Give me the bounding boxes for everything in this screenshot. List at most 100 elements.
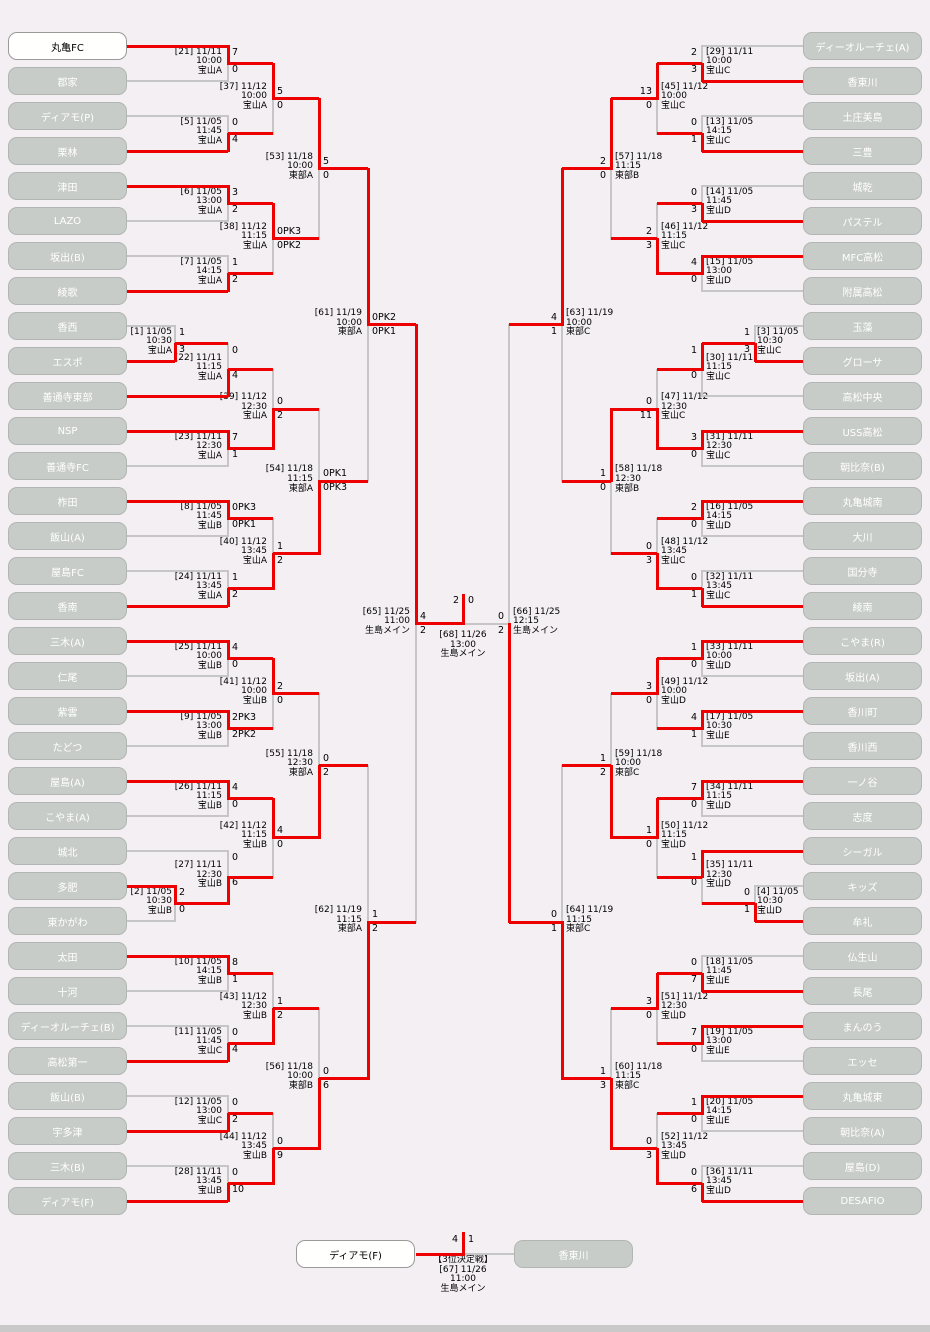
team-box: 多肥 <box>8 872 127 900</box>
bracket-line <box>461 594 465 625</box>
match-note-line: [56] 11/18 <box>265 1061 313 1072</box>
team-label: 城北 <box>57 847 78 859</box>
match-note: [17] 11/05 10:30 宝山E <box>706 712 801 742</box>
bracket-line <box>609 1077 613 1150</box>
match-note-line: 13:00 <box>706 1036 732 1047</box>
match-note: [55] 11/18 12:30 東部A <box>221 749 313 779</box>
match-note-line: 東部A <box>337 924 362 935</box>
bracket-line <box>226 587 230 607</box>
match-note-line: [61] 11/19 <box>314 307 362 318</box>
team-box: 飯山(A) <box>8 522 127 550</box>
match-note-line: [40] 11/12 <box>219 536 267 547</box>
match-note-line: [2] 11/05 <box>130 886 172 897</box>
bracket-line <box>701 517 703 537</box>
match-note: [59] 11/18 10:00 東部C <box>615 749 710 779</box>
score-bottom: 3 <box>645 554 652 566</box>
bracket-line <box>609 764 613 839</box>
match-note-line: 東部B <box>288 1080 313 1091</box>
bracket-line <box>226 1112 230 1132</box>
bracket-line <box>127 184 228 188</box>
score-top: 7 <box>690 782 697 793</box>
bracket-line <box>755 325 803 327</box>
match-note-line: 12:15 <box>513 616 539 627</box>
bracket-line <box>273 407 319 411</box>
score-top: 1 <box>645 824 652 836</box>
match-note-line: 13:00 <box>450 639 476 650</box>
match-note-line: 11:00 <box>450 1274 476 1285</box>
match-note-line: 東部B <box>615 483 640 494</box>
match-note-line: [48] 11/12 <box>661 536 709 547</box>
bracket-line <box>272 237 274 275</box>
match-note-line: 10:00 <box>196 651 222 662</box>
match-note-line: 宝山B <box>197 800 222 811</box>
match-note-line: 12:30 <box>661 1001 687 1012</box>
team-box: こやま(A) <box>8 802 127 830</box>
score-bottom: 4 <box>232 369 239 381</box>
bracket-line <box>228 1112 273 1115</box>
bracket-line <box>702 1060 803 1062</box>
score-bottom: 0 <box>690 798 697 810</box>
score-top: 0 <box>323 1065 330 1077</box>
match-note: [45] 11/12 10:00 宝山C <box>661 82 756 112</box>
bracket-line <box>273 552 319 555</box>
match-note-line: [60] 11/18 <box>615 1061 663 1072</box>
bracket-line <box>702 79 803 83</box>
score-top: 1 <box>277 540 284 552</box>
bracket-line <box>702 902 755 905</box>
match-note-line: 宝山B <box>147 905 172 916</box>
match-note-line: 10:00 <box>241 686 267 697</box>
team-label: 香東川 <box>558 1250 589 1262</box>
match-note-line: [58] 11/18 <box>615 464 663 475</box>
match-note-line: 10:00 <box>196 56 222 67</box>
bracket-line <box>657 727 702 730</box>
bracket-line <box>273 97 319 100</box>
team-box: USS高松 <box>803 417 922 445</box>
team-box: 丸亀城東 <box>803 1082 922 1110</box>
bracket-line <box>655 552 659 590</box>
score-top: 13 <box>639 85 652 97</box>
bracket-line <box>273 836 319 840</box>
match-note-line: [46] 11/12 <box>661 221 709 232</box>
bracket-line <box>755 885 803 887</box>
team-label: キッズ <box>847 882 878 894</box>
match-note-line: [13] 11/05 <box>706 116 754 127</box>
bracket-line <box>227 570 229 590</box>
match-note-line: [52] 11/12 <box>661 1131 709 1142</box>
match-note-line: 10:00 <box>706 56 732 67</box>
match-note-line: [43] 11/12 <box>219 991 267 1002</box>
team-box: 高松中央 <box>803 382 922 410</box>
team-label: NSP <box>57 425 78 437</box>
team-box: 東かがわ <box>8 907 127 935</box>
bracket-line <box>227 797 229 817</box>
bracket-line <box>509 920 562 924</box>
bracket-line <box>702 604 803 608</box>
match-note: [30] 11/11 11:15 宝山C <box>706 353 801 383</box>
match-note: [44] 11/12 13:45 宝山B <box>175 1132 267 1162</box>
bracket-line <box>127 115 228 117</box>
bracket-line <box>226 710 230 730</box>
score-bottom: 10 <box>232 1183 245 1195</box>
bracket-line <box>657 1182 702 1185</box>
bracket-line <box>127 44 228 48</box>
score-top: 2 <box>179 887 186 898</box>
match-note-line: 宝山B <box>197 1185 222 1196</box>
bracket-line <box>228 797 273 800</box>
bracket-line <box>226 272 230 292</box>
bracket-line <box>656 202 658 240</box>
match-note-line: [36] 11/11 <box>706 1166 754 1177</box>
match-note-line: 14:15 <box>706 1106 732 1117</box>
bracket-line <box>507 622 511 924</box>
match-note-line: [6] 11/05 <box>180 186 222 197</box>
score-top: 0 <box>232 117 239 128</box>
team-box: 仁尾 <box>8 662 127 690</box>
match-note-line: 宝山C <box>197 1115 222 1126</box>
score-top: 0 <box>690 1167 697 1178</box>
bracket-line <box>701 876 703 905</box>
match-note-line: 10:00 <box>706 651 732 662</box>
bracket-line <box>226 1042 230 1062</box>
match-note: [26] 11/11 11:15 宝山B <box>130 782 222 812</box>
team-label: 東かがわ <box>47 917 88 929</box>
score-bottom: 1 <box>690 588 697 600</box>
team-label: 津田 <box>57 182 78 194</box>
bracket-line <box>272 517 274 555</box>
